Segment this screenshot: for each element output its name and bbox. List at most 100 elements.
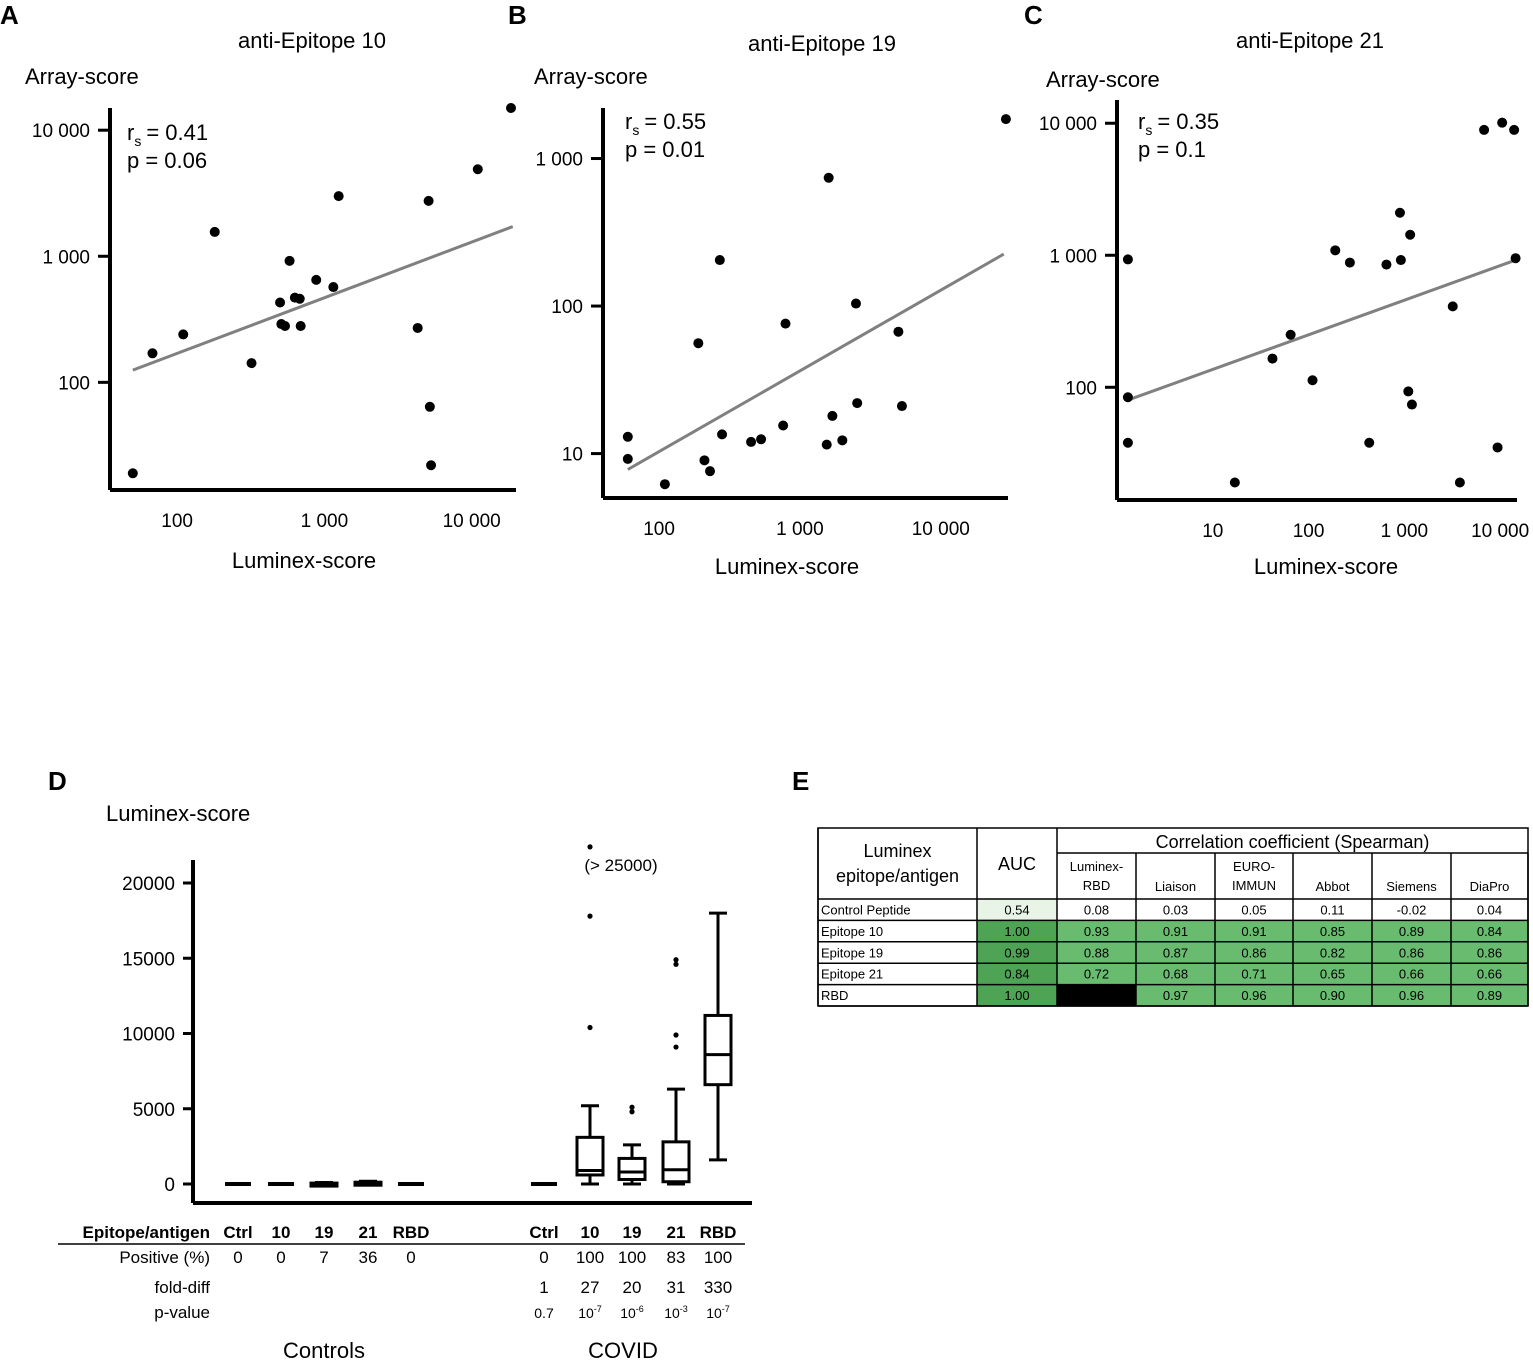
- table-e-auc-value: 0.99: [1004, 945, 1029, 960]
- panel-c-xlabel: Luminex-score: [1254, 554, 1398, 579]
- panel-c-ytick-label: 100: [1065, 378, 1097, 399]
- table-e-value-cell: [1451, 963, 1528, 985]
- table-e-value: 0.72: [1084, 967, 1109, 982]
- panel-e-table: Luminex epitope/antigen AUC Correlation coe…: [817, 827, 1529, 1007]
- table-e-value: 0.11: [1320, 903, 1344, 918]
- panel-b-data-point: [852, 398, 863, 409]
- panel-d-category-label: 21: [667, 1223, 686, 1242]
- panel-a-ylabel: Array-score: [25, 64, 139, 89]
- panel-letter-e: E: [792, 766, 809, 796]
- table-e-value: 0.91: [1163, 924, 1188, 939]
- panel-b-data-point: [821, 439, 832, 450]
- panel-d-fold-diff-value: 31: [667, 1278, 686, 1297]
- table-e-auc-cell: [977, 920, 1057, 942]
- table-e-row-label: Epitope 21: [821, 967, 883, 982]
- table-e-value: 0.84: [1477, 924, 1502, 939]
- panel-d-p-value: 10-3: [664, 1304, 688, 1321]
- panel-d-category-label: 10: [581, 1223, 600, 1242]
- table-e-value: 0.04: [1477, 903, 1502, 918]
- panel-a-data-point: [333, 191, 344, 202]
- panel-b-data-point: [896, 401, 907, 412]
- table-e-value-cell: [1372, 963, 1451, 985]
- box-iqr: [575, 1135, 605, 1177]
- panel-a-data-point: [295, 320, 306, 331]
- panel-b-data-point: [693, 338, 704, 349]
- box-outlier: [673, 957, 679, 963]
- table-e-column-header: Abbot: [1316, 879, 1350, 894]
- table-e-value: 0.08: [1084, 903, 1109, 918]
- panel-d-positive-value: 0: [276, 1248, 285, 1267]
- panel-a-data-point: [284, 255, 295, 266]
- panel-b-plot: 10 100 1 000 100 1 000 10 000: [535, 108, 1011, 540]
- table-e-column-header: EURO-: [1233, 859, 1275, 874]
- panel-b-data-point: [756, 434, 767, 445]
- panel-c-ytick-label: 1 000: [1049, 246, 1097, 267]
- table-e-header-left: epitope/antigen: [836, 866, 959, 886]
- table-e-value-cell: [1372, 984, 1451, 1006]
- panel-b-stat-p: p = 0.01: [625, 137, 705, 162]
- panel-d-category-label: Ctrl: [223, 1223, 252, 1242]
- panel-b-data-point: [746, 436, 757, 447]
- box-outlier: [587, 1024, 593, 1031]
- panel-letter-d: D: [48, 766, 67, 796]
- panel-a-data-point: [328, 282, 339, 293]
- table-e-auc-value: 0.84: [1004, 967, 1029, 982]
- table-e-row-label: RBD: [821, 988, 848, 1003]
- panel-d-category-label: 19: [623, 1223, 642, 1242]
- panel-a-xtick-label: 100: [161, 511, 193, 532]
- panel-c-data-point: [1229, 477, 1240, 488]
- table-e-value: 0.86: [1241, 945, 1266, 960]
- table-e-value-cell: [1215, 984, 1293, 1006]
- table-e-header-auc: AUC: [998, 854, 1036, 874]
- table-e-value: 0.96: [1241, 988, 1266, 1003]
- box-covid-19: [617, 1104, 647, 1186]
- panel-b-data-point: [850, 298, 861, 309]
- panel-d-fold-diff-value: 27: [581, 1278, 600, 1297]
- table-e-value-cell: [1451, 941, 1528, 964]
- panel-b-data-point: [893, 326, 904, 337]
- panel-b-xtick-label: 1 000: [776, 519, 824, 540]
- panel-c-data-point: [1447, 301, 1458, 312]
- box-outlier: [629, 1109, 635, 1115]
- panel-b-data-point: [823, 172, 834, 183]
- table-e-auc-cell: [977, 963, 1057, 985]
- panel-d-positive-value: 83: [667, 1248, 686, 1267]
- table-e-value-cell: [1136, 899, 1215, 921]
- table-e-value: 0.89: [1399, 924, 1424, 939]
- panel-c-stat-r: rs = 0.35: [1138, 109, 1219, 138]
- panel-a-plot: 100 1 000 10 000 100 1 000 10 000: [32, 103, 517, 532]
- table-e-value: 0.71: [1241, 967, 1266, 982]
- table-e-value: -0.02: [1397, 903, 1427, 918]
- panel-d-positive-value: 100: [618, 1248, 646, 1267]
- table-e-value: 0.85: [1320, 924, 1345, 939]
- table-e-column-header: Siemens: [1386, 879, 1437, 894]
- table-e-value: 0.89: [1477, 988, 1502, 1003]
- panel-a-title: anti-Epitope 10: [238, 28, 386, 53]
- box-controls-19: [309, 1180, 339, 1188]
- panel-a-data-point: [275, 297, 286, 308]
- panel-d-group-controls: Controls: [283, 1338, 365, 1363]
- panel-c-plot: 100 1 000 10 000 10 100 1 000 10 000: [1039, 100, 1529, 542]
- panel-c-data-point: [1307, 375, 1318, 386]
- table-e-value-cell: [1451, 899, 1528, 921]
- table-e-value-cell: [1136, 941, 1215, 964]
- table-e-value-cell: [1215, 941, 1293, 964]
- panel-d: D Luminex-score (> 25000) 05000100001500…: [48, 766, 752, 1363]
- panel-d-plot: 0 5000 10000 15000 20000: [122, 844, 752, 1205]
- box-outlier: [587, 913, 593, 919]
- panel-a-ytick-label: 1 000: [42, 247, 90, 268]
- table-e-value-cell: [1451, 984, 1528, 1006]
- table-e-value-cell: [1372, 920, 1451, 942]
- box-outlier: [629, 1104, 635, 1110]
- panel-b-data-point: [778, 420, 789, 431]
- panel-d-ytick-label: 20000: [122, 874, 175, 895]
- panel-c-data-point: [1454, 477, 1465, 488]
- table-e-value: 0.86: [1399, 945, 1424, 960]
- table-e-value-cell: [1293, 941, 1372, 964]
- panel-b-ylabel: Array-score: [534, 64, 648, 89]
- panel-c-data-point: [1330, 245, 1341, 256]
- panel-d-ytick-label: 0: [164, 1175, 175, 1196]
- panel-a-data-point: [426, 460, 437, 471]
- panel-d-ytick-label: 5000: [133, 1100, 175, 1121]
- panel-b-data-point: [622, 431, 633, 442]
